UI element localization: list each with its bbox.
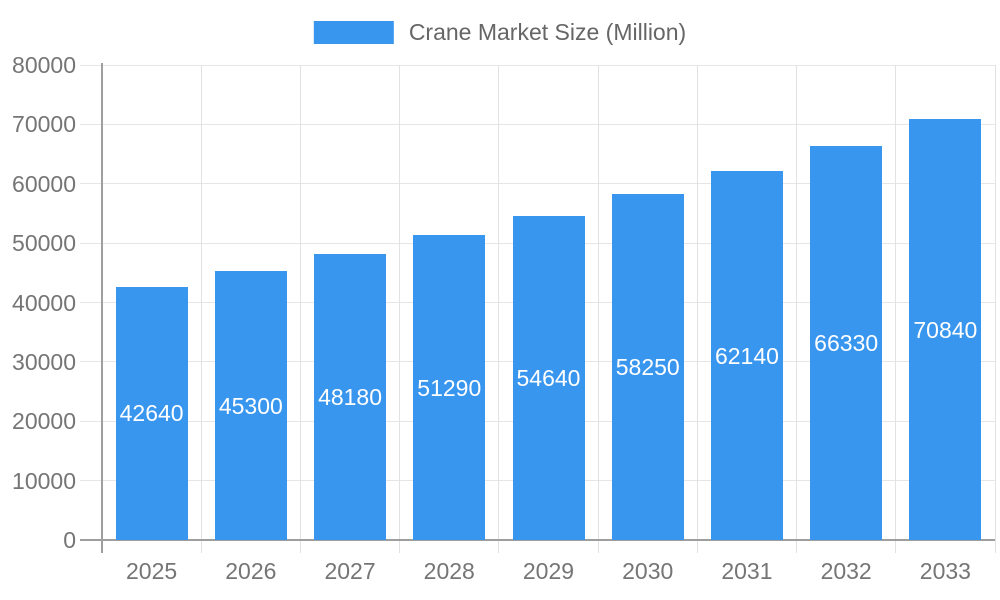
- y-axis-tick-label: 20000: [12, 408, 76, 435]
- bar-value-label: 48180: [318, 383, 383, 410]
- y-axis-tick-label: 0: [63, 527, 76, 553]
- bar-value-label: 58250: [615, 354, 680, 381]
- bar-value-label: 70840: [913, 316, 978, 343]
- bar: [413, 235, 486, 540]
- x-axis-tick-label: 2031: [721, 558, 773, 584]
- x-axis-tick-label: 2032: [820, 558, 872, 584]
- gridline-vertical: [895, 65, 897, 553]
- y-axis-tick-label: 30000: [12, 348, 76, 375]
- bar-value-label: 42640: [119, 400, 184, 427]
- gridline-vertical: [796, 65, 798, 553]
- y-axis-line: [101, 63, 103, 553]
- bar: [710, 171, 783, 540]
- bar: [611, 194, 684, 540]
- gridline-vertical: [597, 65, 599, 553]
- gridline-horizontal: [80, 183, 995, 185]
- legend-label: Crane Market Size (Million): [408, 19, 687, 45]
- bar: [512, 215, 585, 540]
- gridline-horizontal: [80, 123, 995, 125]
- x-axis-tick-label: 2027: [324, 558, 376, 584]
- y-axis-tick-label: 80000: [12, 52, 76, 78]
- gridline-horizontal: [80, 64, 995, 66]
- chart-legend: Crane Market Size (Million): [313, 19, 687, 46]
- bar: [214, 271, 287, 540]
- y-axis-tick-label: 70000: [12, 111, 76, 138]
- x-axis-tick-label: 2025: [126, 558, 178, 584]
- bar-value-label: 51290: [417, 374, 482, 401]
- gridline-vertical: [200, 65, 202, 553]
- y-axis-tick-label: 60000: [12, 170, 76, 197]
- gridline-vertical: [994, 65, 996, 553]
- x-axis-tick-label: 2033: [919, 558, 971, 584]
- legend-swatch: [313, 21, 394, 44]
- bar-value-label: 62140: [714, 342, 779, 369]
- bar-value-label: 54640: [516, 364, 581, 391]
- y-axis-tick-label: 40000: [12, 289, 76, 316]
- gridline-vertical: [399, 65, 401, 553]
- x-axis-tick-label: 2030: [622, 558, 674, 584]
- bar: [909, 119, 982, 540]
- bar-value-label: 45300: [218, 392, 283, 419]
- bar: [314, 253, 387, 540]
- x-axis-tick-label: 2026: [225, 558, 277, 584]
- x-axis-line: [80, 539, 995, 541]
- y-axis-tick-label: 50000: [12, 230, 76, 257]
- gridline-vertical: [299, 65, 301, 553]
- bar-value-label: 66330: [814, 330, 879, 357]
- bar: [810, 146, 883, 540]
- x-axis-tick-label: 2029: [522, 558, 575, 584]
- gridline-vertical: [696, 65, 698, 553]
- gridline-vertical: [498, 65, 500, 553]
- bar: [115, 286, 188, 540]
- y-axis-tick-label: 10000: [12, 467, 76, 494]
- x-axis-tick-label: 2028: [423, 558, 475, 584]
